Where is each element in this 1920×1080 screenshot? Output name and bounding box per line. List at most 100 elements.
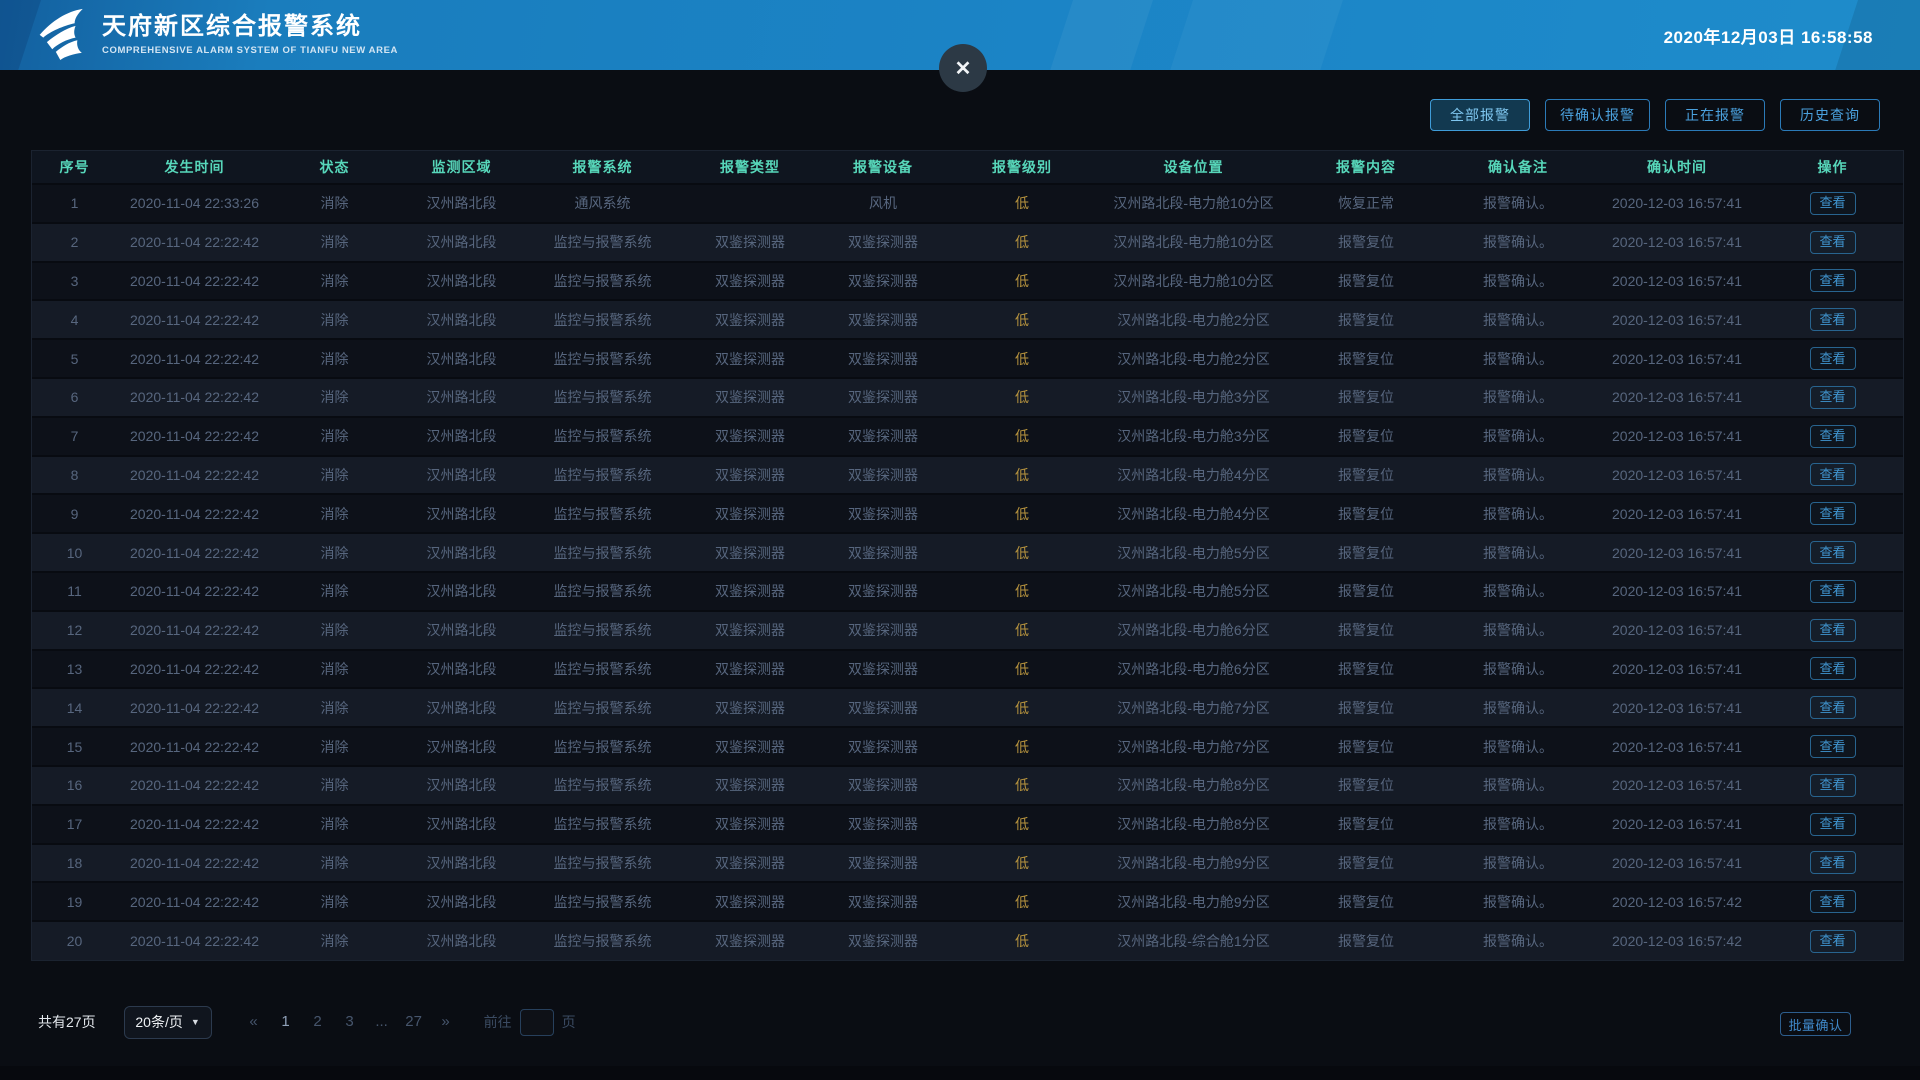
view-button[interactable]: 查看 — [1809, 191, 1856, 215]
cell-area: 汉州路北段 — [426, 816, 497, 833]
close-button[interactable]: ✕ — [939, 44, 987, 92]
cell-confirm-time: 2020-12-03 16:57:41 — [1612, 622, 1742, 639]
pager-page-3[interactable]: 3 — [336, 1008, 364, 1036]
cell-system: 监控与报警系统 — [553, 933, 652, 950]
cell-system: 监控与报警系统 — [553, 699, 652, 716]
cell-level: 低 — [1015, 738, 1029, 755]
view-button[interactable]: 查看 — [1809, 735, 1856, 759]
cell-remark: 报警确认。 — [1483, 195, 1553, 212]
column-header: 报警级别 — [992, 159, 1052, 175]
cell-status: 消除 — [320, 699, 349, 716]
cell-remark: 报警确认。 — [1483, 893, 1553, 910]
cell-remark: 报警确认。 — [1483, 466, 1553, 483]
table-row: 8 2020-11-04 22:22:42 消除 汉州路北段 监控与报警系统 双鉴探测器 双… — [32, 455, 1903, 495]
cell-location: 汉州路北段-电力舱4分区 — [1117, 505, 1270, 522]
cell-area: 汉州路北段 — [426, 544, 497, 561]
cell-type: 双鉴探测器 — [715, 234, 785, 251]
cell-area: 汉州路北段 — [426, 234, 497, 251]
cell-location: 汉州路北段-电力舱8分区 — [1117, 777, 1270, 794]
cell-type: 双鉴探测器 — [715, 893, 785, 910]
cell-status: 消除 — [320, 234, 349, 251]
cell-remark: 报警确认。 — [1483, 428, 1553, 445]
column-header: 监测区域 — [431, 159, 492, 175]
pager-page-1[interactable]: 1 — [272, 1008, 300, 1036]
cell-time: 2020-11-04 22:22:42 — [130, 389, 259, 406]
view-button[interactable]: 查看 — [1809, 851, 1856, 875]
cell-device: 双鉴探测器 — [848, 505, 918, 522]
page-subtitle: COMPREHENSIVE ALARM SYSTEM OF TIANFU NEW… — [102, 45, 398, 56]
cell-status: 消除 — [320, 195, 349, 212]
view-button[interactable]: 查看 — [1809, 230, 1856, 254]
table-row: 11 2020-11-04 22:22:42 消除 汉州路北段 监控与报警系统 双鉴探测器… — [32, 571, 1903, 611]
cell-time: 2020-11-04 22:33:26 — [130, 195, 259, 212]
cell-status: 消除 — [320, 466, 349, 483]
pager-page-27[interactable]: 27 — [400, 1008, 428, 1036]
filter-buttons: 全部报警 待确认报警 正在报警 历史查询 — [1430, 99, 1880, 131]
cell-action: 查看 — [1762, 611, 1903, 650]
cell-status: 消除 — [320, 350, 349, 367]
cell-status: 消除 — [320, 933, 349, 950]
cell-device: 双鉴探测器 — [848, 738, 918, 755]
page-size-select[interactable]: 20条/页 ▼ — [123, 1005, 212, 1039]
cell-area: 汉州路北段 — [426, 505, 497, 522]
cell-area: 汉州路北段 — [426, 622, 497, 639]
cell-content: 报警复位 — [1338, 505, 1394, 522]
cell-device: 双鉴探测器 — [848, 583, 918, 600]
view-button[interactable]: 查看 — [1809, 424, 1856, 448]
cell-status: 消除 — [320, 777, 349, 794]
cell-no: 8 — [70, 466, 79, 483]
goto-page-input[interactable] — [519, 1008, 554, 1036]
filter-button-2[interactable]: 正在报警 — [1665, 99, 1765, 131]
cell-system: 监控与报警系统 — [553, 234, 652, 251]
cell-location: 汉州路北段-电力舱9分区 — [1117, 893, 1270, 910]
filter-button-1[interactable]: 待确认报警 — [1545, 99, 1650, 131]
cell-remark: 报警确认。 — [1483, 660, 1553, 677]
view-button[interactable]: 查看 — [1809, 502, 1856, 526]
view-button[interactable]: 查看 — [1809, 579, 1856, 603]
cell-level: 低 — [1015, 622, 1029, 639]
view-button[interactable]: 查看 — [1809, 347, 1856, 371]
pager-ellipsis[interactable]: ... — [368, 1008, 396, 1036]
pager-next-button[interactable]: » — [432, 1008, 460, 1036]
cell-content: 报警复位 — [1338, 816, 1394, 833]
cell-no: 9 — [70, 505, 79, 522]
view-button[interactable]: 查看 — [1809, 463, 1856, 487]
view-button[interactable]: 查看 — [1809, 696, 1856, 720]
cell-action: 查看 — [1762, 766, 1903, 805]
cell-type: 双鉴探测器 — [715, 777, 785, 794]
cell-status: 消除 — [320, 505, 349, 522]
view-button[interactable]: 查看 — [1809, 812, 1856, 836]
view-button[interactable]: 查看 — [1809, 541, 1856, 565]
view-button[interactable]: 查看 — [1809, 929, 1856, 953]
view-button[interactable]: 查看 — [1809, 890, 1856, 914]
cell-status: 消除 — [320, 738, 349, 755]
view-button[interactable]: 查看 — [1809, 657, 1856, 681]
view-button[interactable]: 查看 — [1809, 308, 1856, 332]
cell-status: 消除 — [320, 311, 349, 328]
view-button[interactable]: 查看 — [1809, 773, 1856, 797]
cell-content: 报警复位 — [1338, 622, 1394, 639]
cell-content: 报警复位 — [1338, 544, 1394, 561]
cell-location: 汉州路北段-电力舱9分区 — [1117, 854, 1270, 871]
cell-level: 低 — [1015, 234, 1029, 251]
batch-confirm-button[interactable]: 批量确认 — [1780, 1012, 1851, 1036]
column-header: 发生时间 — [164, 159, 225, 175]
filter-button-0[interactable]: 全部报警 — [1430, 99, 1530, 131]
cell-no: 14 — [66, 699, 83, 716]
cell-level: 低 — [1015, 660, 1029, 677]
pager-prev-button[interactable]: « — [240, 1008, 268, 1036]
pager-page-2[interactable]: 2 — [304, 1008, 332, 1036]
cell-system: 监控与报警系统 — [553, 505, 652, 522]
cell-type: 双鉴探测器 — [715, 738, 785, 755]
view-button[interactable]: 查看 — [1809, 385, 1856, 409]
cell-confirm-time: 2020-12-03 16:57:42 — [1612, 933, 1742, 950]
cell-level: 低 — [1015, 854, 1029, 871]
bottom-strip — [0, 1066, 1920, 1080]
cell-system: 监控与报警系统 — [553, 350, 652, 367]
cell-action: 查看 — [1762, 184, 1903, 223]
table-row: 4 2020-11-04 22:22:42 消除 汉州路北段 监控与报警系统 双鉴探测器 双… — [32, 300, 1903, 340]
filter-button-3[interactable]: 历史查询 — [1780, 99, 1880, 131]
page-title: 天府新区综合报警系统 — [102, 13, 362, 40]
view-button[interactable]: 查看 — [1809, 618, 1856, 642]
view-button[interactable]: 查看 — [1809, 269, 1856, 293]
